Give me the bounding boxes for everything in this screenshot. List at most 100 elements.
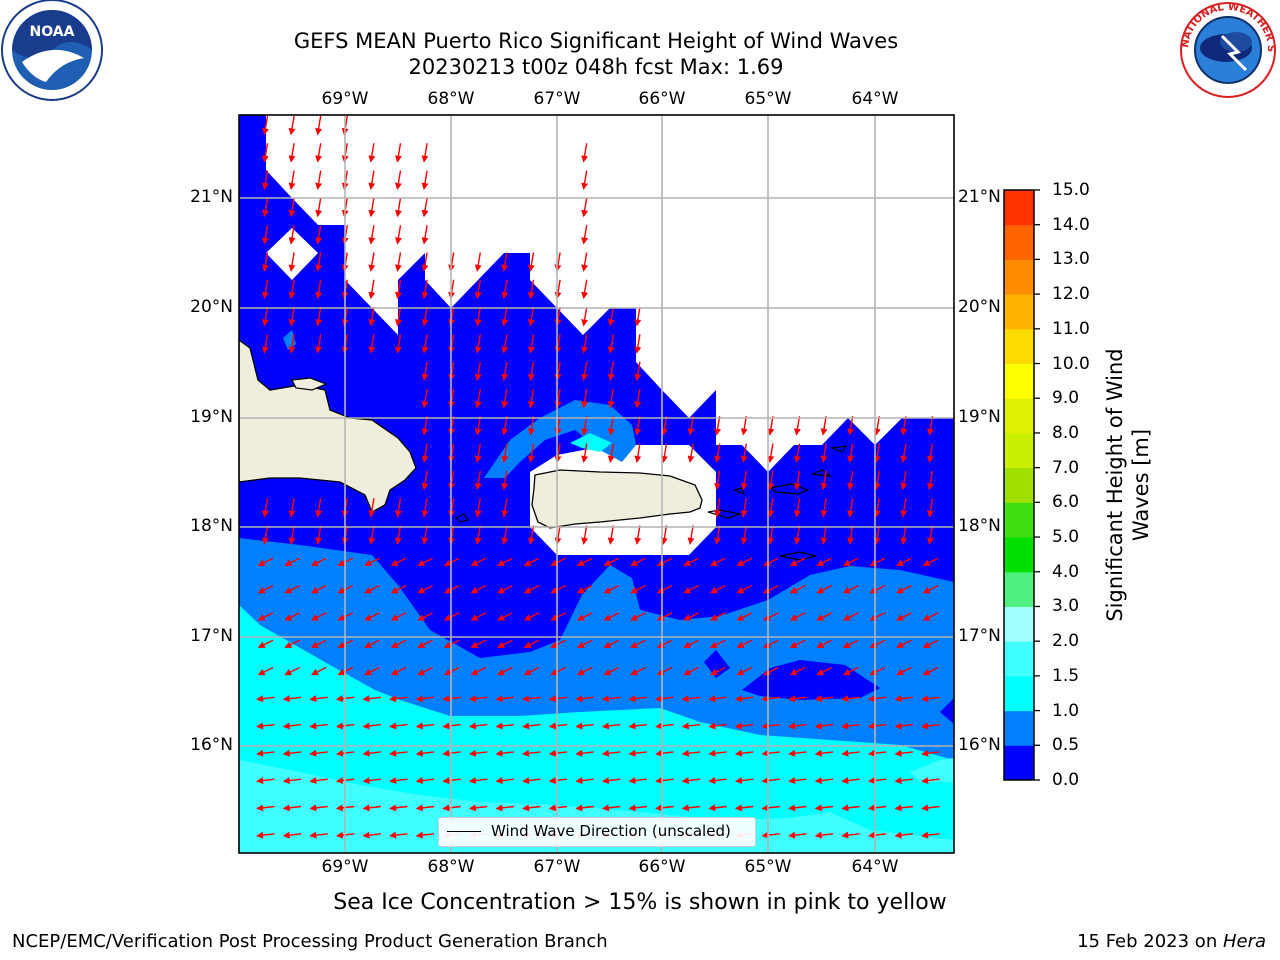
lat-tick-left: 17°N — [190, 626, 233, 646]
lat-tick-right: 17°N — [958, 626, 1001, 646]
wind-wave-arrow — [288, 525, 296, 545]
wind-wave-arrow — [922, 612, 939, 621]
wind-wave-arrow — [550, 666, 566, 676]
wind-wave-arrow — [548, 749, 568, 757]
wind-wave-arrow — [474, 525, 482, 545]
wind-wave-arrow — [734, 722, 754, 730]
wind-wave-arrow — [527, 443, 535, 463]
lon-tick-bottom: 65°W — [744, 857, 792, 877]
wind-wave-arrow — [261, 525, 269, 545]
wind-wave-arrow — [501, 306, 509, 327]
wind-wave-arrow — [523, 666, 540, 676]
wind-wave-arrow — [714, 525, 722, 545]
lat-tick-left: 21°N — [190, 187, 233, 207]
lon-tick-top: 66°W — [638, 89, 686, 109]
wind-wave-arrow — [687, 416, 695, 436]
wind-wave-arrow — [261, 334, 269, 354]
wind-wave-arrow — [576, 584, 593, 594]
wind-wave-arrow — [362, 695, 381, 703]
wind-wave-arrow — [261, 115, 269, 136]
wind-wave-arrow — [683, 557, 699, 566]
wind-wave-arrow — [550, 612, 566, 621]
wind-wave-arrow — [634, 416, 642, 436]
wind-wave-arrow — [789, 639, 806, 648]
wind-wave-arrow — [922, 557, 939, 566]
wind-wave-arrow — [847, 470, 855, 491]
wind-wave-arrow — [816, 612, 832, 621]
wind-wave-arrow — [368, 225, 376, 245]
colorbar-segment — [1004, 259, 1034, 295]
wind-wave-arrow — [734, 695, 754, 703]
wind-wave-arrow — [601, 722, 621, 730]
wind-wave-arrow — [873, 498, 881, 518]
wind-wave-arrow — [709, 639, 726, 648]
wind-wave-arrow — [761, 804, 780, 812]
colorbar-tick-label: 6.0 — [1052, 492, 1080, 513]
wind-wave-arrow — [581, 334, 589, 354]
wind-wave-arrow — [417, 557, 433, 566]
wind-wave-arrow — [548, 722, 568, 730]
wind-wave-arrow — [921, 831, 940, 839]
wind-wave-arrow — [820, 443, 828, 463]
wind-wave-arrow — [288, 225, 296, 245]
wind-wave-arrow — [816, 584, 832, 594]
wind-wave-arrow — [681, 749, 701, 757]
wind-wave-arrow — [714, 443, 722, 463]
wind-wave-arrow — [284, 557, 300, 566]
wind-wave-arrow — [869, 639, 886, 648]
wind-wave-arrow — [628, 804, 647, 812]
footer-date-text: 15 Feb 2023 on — [1077, 931, 1223, 952]
graticule — [239, 115, 954, 853]
wind-wave-arrow — [656, 584, 673, 594]
wind-wave-arrow — [921, 722, 940, 730]
wind-wave-arrow — [576, 666, 593, 676]
colorbar-segment — [1004, 606, 1034, 642]
wind-wave-arrow — [894, 804, 913, 812]
colorbar-tick-label: 0.5 — [1052, 735, 1080, 756]
wind-wave-arrow — [714, 416, 722, 436]
wind-wave-arrow — [793, 498, 801, 518]
wind-wave-arrow — [814, 804, 834, 812]
wind-wave-arrow — [495, 722, 514, 730]
wind-wave-arrow — [607, 306, 615, 327]
chart-subtitle: 20230213 t00z 048h fcst Max: 1.69 — [408, 55, 784, 79]
wind-wave-arrow — [368, 306, 376, 327]
wind-wave-arrow — [282, 749, 302, 757]
wind-wave-arrow — [767, 525, 775, 545]
wind-wave-arrow — [501, 388, 509, 409]
wind-wave-arrow — [284, 612, 300, 621]
wind-wave-arrow — [527, 279, 535, 300]
wind-wave-arrow — [527, 306, 535, 327]
wind-wave-arrow — [417, 612, 433, 621]
wind-wave-arrow — [816, 666, 832, 676]
colorbar-segment — [1004, 328, 1034, 365]
colorbar-label-line1: Significant Height of Wind — [1103, 348, 1127, 622]
wind-wave-arrow — [581, 143, 589, 163]
lat-tick-left: 19°N — [190, 407, 233, 427]
wind-wave-arrow — [389, 831, 408, 839]
wind-wave-arrow — [415, 777, 435, 785]
colorbar-tick-label: 4.0 — [1052, 561, 1080, 582]
lon-tick-top: 68°W — [427, 89, 475, 109]
wind-wave-arrow — [581, 361, 589, 382]
wind-wave-arrow — [630, 639, 646, 648]
wind-wave-arrow — [814, 695, 834, 703]
wind-wave-arrow — [474, 361, 482, 382]
wind-wave-arrow — [655, 695, 674, 703]
wind-wave-arrow — [288, 252, 296, 272]
wind-wave-arrow — [841, 804, 860, 812]
wind-wave-arrow — [501, 252, 509, 272]
wind-wave-arrow — [522, 749, 541, 757]
wind-wave-arrow — [548, 804, 568, 812]
wind-wave-arrow — [390, 612, 407, 621]
wind-wave-arrow — [256, 695, 275, 703]
wind-wave-arrow — [630, 584, 646, 594]
wind-wave-arrow — [761, 749, 780, 757]
wind-wave-arrow — [390, 557, 407, 566]
colorbar-tick-label: 7.0 — [1052, 457, 1080, 478]
wind-wave-arrow — [708, 695, 727, 703]
wind-wave-arrow — [309, 749, 328, 757]
wind-wave-arrow — [581, 416, 589, 436]
wind-wave-arrow — [527, 334, 535, 354]
